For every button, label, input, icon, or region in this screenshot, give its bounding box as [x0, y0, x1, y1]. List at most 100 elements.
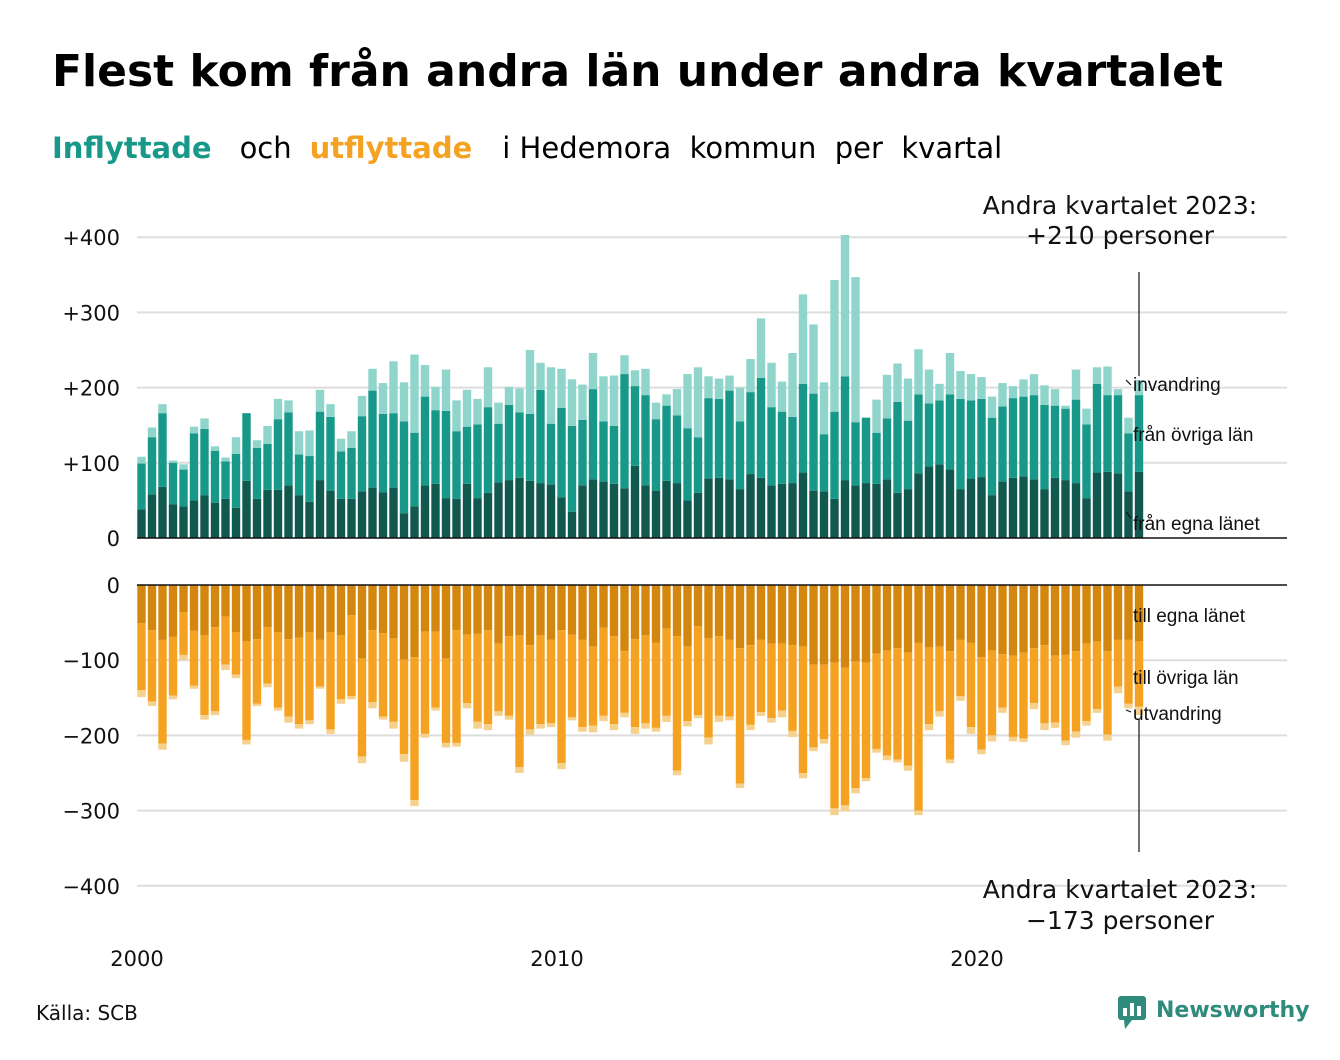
- bar-in-own: [252, 498, 262, 538]
- bar-out-own: [725, 585, 734, 640]
- label-in-own: från egna länet: [1133, 514, 1260, 535]
- bar-out-other: [914, 642, 923, 811]
- chart-title: Flest kom från andra län under andra kva…: [52, 46, 1223, 97]
- bar-out-other: [725, 639, 734, 717]
- bar-out-own: [777, 585, 787, 644]
- bar-out-own: [284, 585, 293, 640]
- bar-out-emigration: [462, 703, 472, 709]
- bar-in-own: [1029, 479, 1039, 538]
- bar-out-emigration: [452, 742, 461, 747]
- bar-out-emigration: [809, 747, 818, 752]
- bar-out-other: [336, 635, 346, 700]
- bar-out-emigration: [546, 723, 556, 728]
- bar-out-own: [1071, 585, 1081, 652]
- bar-out-other: [378, 633, 388, 717]
- bar-in-own: [1092, 472, 1102, 538]
- y-tick-bottom: −100: [62, 649, 120, 673]
- bar-in-other: [1061, 408, 1070, 481]
- bar-in-other: [1029, 395, 1039, 480]
- bar-in-own: [158, 486, 167, 538]
- bar-out-emigration: [1061, 740, 1070, 746]
- bar-out-own: [851, 585, 860, 662]
- bar-in-other: [777, 411, 787, 484]
- bar-in-other: [819, 434, 829, 492]
- bar-out-emigration: [1050, 722, 1060, 728]
- bar-in-other: [525, 413, 535, 481]
- bar-in-other: [861, 417, 871, 484]
- bar-out-emigration: [557, 763, 566, 770]
- bar-out-own: [914, 585, 923, 643]
- bar-out-emigration: [651, 727, 661, 732]
- bar-in-own: [389, 487, 398, 538]
- bar-out-own: [767, 585, 776, 644]
- bar-in-immigration: [410, 354, 419, 433]
- bar-out-emigration: [368, 702, 377, 709]
- bar-in-own: [179, 506, 188, 538]
- bar-out-emigration: [263, 683, 272, 688]
- bar-in-other: [252, 447, 262, 499]
- bar-in-other: [998, 406, 1007, 482]
- bar-out-other: [630, 639, 640, 728]
- bar-in-other: [200, 428, 209, 496]
- subtitle-in-word: Inflyttade: [52, 131, 212, 165]
- bar-out-own: [137, 585, 146, 624]
- bar-in-immigration: [578, 384, 587, 420]
- bar-in-other: [830, 411, 839, 499]
- bar-in-other: [1124, 433, 1133, 492]
- bar-out-own: [221, 585, 230, 617]
- bar-out-own: [1008, 585, 1018, 656]
- bar-out-own: [630, 585, 640, 640]
- bar-in-immigration: [252, 440, 262, 448]
- bar-out-emigration: [473, 721, 482, 729]
- bar-out-own: [651, 585, 661, 643]
- bar-in-own: [966, 478, 976, 538]
- bar-in-other: [137, 463, 146, 510]
- bar-out-own: [987, 585, 997, 651]
- bar-in-other: [1040, 404, 1049, 490]
- bar-out-emigration: [1134, 706, 1144, 716]
- bar-in-other: [924, 403, 934, 467]
- bar-in-immigration: [1103, 366, 1112, 396]
- bar-in-own: [168, 504, 178, 538]
- bar-in-other: [1019, 396, 1028, 477]
- bar-in-own: [767, 485, 776, 538]
- bar-in-own: [326, 490, 335, 538]
- bar-out-own: [840, 585, 850, 668]
- bar-in-own: [515, 477, 524, 538]
- bar-out-own: [788, 585, 797, 646]
- bar-in-immigration: [788, 353, 797, 417]
- bar-in-immigration: [294, 431, 304, 455]
- bar-out-other: [368, 630, 377, 703]
- bar-in-other: [735, 421, 745, 490]
- bar-in-immigration: [1061, 405, 1070, 409]
- bar-out-own: [872, 585, 881, 654]
- bar-out-other: [1029, 648, 1039, 704]
- bar-in-own: [1082, 498, 1091, 538]
- bar-in-immigration: [819, 382, 829, 435]
- bar-out-other: [137, 623, 146, 691]
- subtitle-out-word: utflyttade: [310, 131, 473, 165]
- bar-out-emigration: [767, 718, 776, 723]
- bar-in-own: [578, 485, 587, 538]
- bar-in-immigration: [483, 367, 493, 408]
- bar-in-immigration: [924, 369, 934, 404]
- bar-in-own: [809, 490, 818, 538]
- bar-in-other: [536, 389, 545, 484]
- bar-in-immigration: [977, 377, 986, 399]
- bar-in-immigration: [588, 353, 598, 390]
- bar-in-other: [441, 410, 451, 499]
- bar-out-emigration: [525, 729, 535, 735]
- bar-in-other: [231, 453, 241, 508]
- bar-out-emigration: [945, 759, 955, 764]
- bar-out-emigration: [788, 730, 797, 737]
- bar-out-own: [525, 585, 535, 646]
- bar-out-other: [1019, 652, 1028, 739]
- x-tick: 2020: [950, 947, 1003, 971]
- bar-out-other: [588, 646, 598, 726]
- bar-out-other: [1040, 645, 1049, 724]
- bar-out-emigration: [977, 749, 986, 755]
- bar-out-own: [494, 585, 503, 644]
- bar-in-own: [294, 495, 304, 538]
- bar-out-own: [399, 585, 409, 660]
- bar-in-own: [221, 498, 230, 538]
